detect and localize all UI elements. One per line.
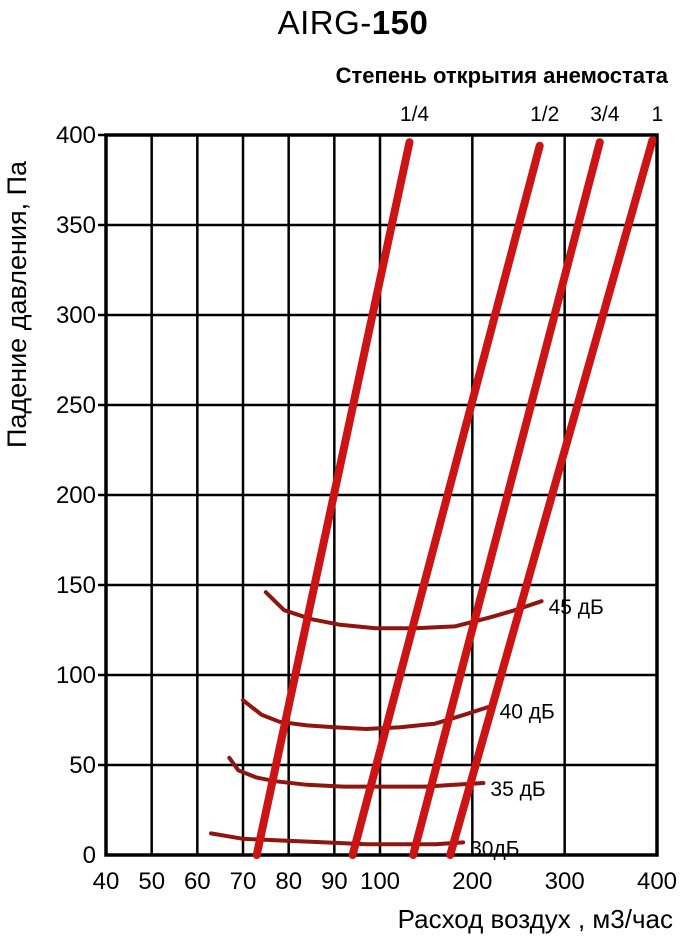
y-tick-label: 300 bbox=[56, 302, 96, 329]
chart-subtitle: Степень открытия анемостата bbox=[335, 63, 668, 88]
x-axis-title: Расход воздух , м3/час bbox=[397, 904, 673, 934]
noise-curve-2 bbox=[227, 755, 486, 789]
y-tick-label: 50 bbox=[69, 752, 96, 779]
y-tick-label: 150 bbox=[56, 572, 96, 599]
x-tick-label: 80 bbox=[275, 868, 302, 895]
y-tick-label: 400 bbox=[56, 122, 96, 149]
noise-curve-label: 30дБ bbox=[470, 837, 519, 860]
chart-title-model: 150 bbox=[371, 4, 429, 41]
opening-line-label: 1/4 bbox=[400, 103, 430, 126]
noise-curve-label: 35 дБ bbox=[490, 778, 545, 801]
x-tick-label: 100 bbox=[360, 868, 400, 895]
x-tick-label: 300 bbox=[545, 868, 585, 895]
y-tick-label: 0 bbox=[83, 842, 96, 869]
opening-line-0 bbox=[252, 138, 414, 859]
y-tick-label: 200 bbox=[56, 482, 96, 509]
x-tick-label: 70 bbox=[230, 868, 257, 895]
noise-curve-label: 45 дБ bbox=[549, 596, 604, 619]
x-tick-label: 40 bbox=[93, 868, 120, 895]
x-tick-label: 50 bbox=[138, 868, 165, 895]
x-tick-label: 400 bbox=[637, 868, 677, 895]
noise-curve-label: 40 дБ bbox=[500, 701, 555, 724]
y-tick-label: 350 bbox=[56, 212, 96, 239]
x-tick-label: 200 bbox=[452, 868, 492, 895]
opening-line-label: 3/4 bbox=[590, 103, 620, 126]
opening-line-3 bbox=[446, 136, 657, 859]
opening-line-label: 1 bbox=[652, 103, 664, 126]
noise-curve-0 bbox=[263, 590, 544, 631]
plot-border bbox=[104, 133, 659, 857]
x-tick-label: 60 bbox=[184, 868, 211, 895]
y-tick-label: 250 bbox=[56, 392, 96, 419]
y-tick-label: 100 bbox=[56, 662, 96, 689]
noise-curve-3 bbox=[209, 831, 466, 847]
opening-line-1 bbox=[348, 141, 544, 859]
chart-title-prefix: AIRG- bbox=[277, 4, 372, 41]
opening-line-2 bbox=[409, 138, 604, 859]
chart-title: AIRG-150 bbox=[0, 4, 700, 42]
opening-line-label: 1/2 bbox=[530, 103, 559, 126]
x-tick-label: 90 bbox=[321, 868, 348, 895]
